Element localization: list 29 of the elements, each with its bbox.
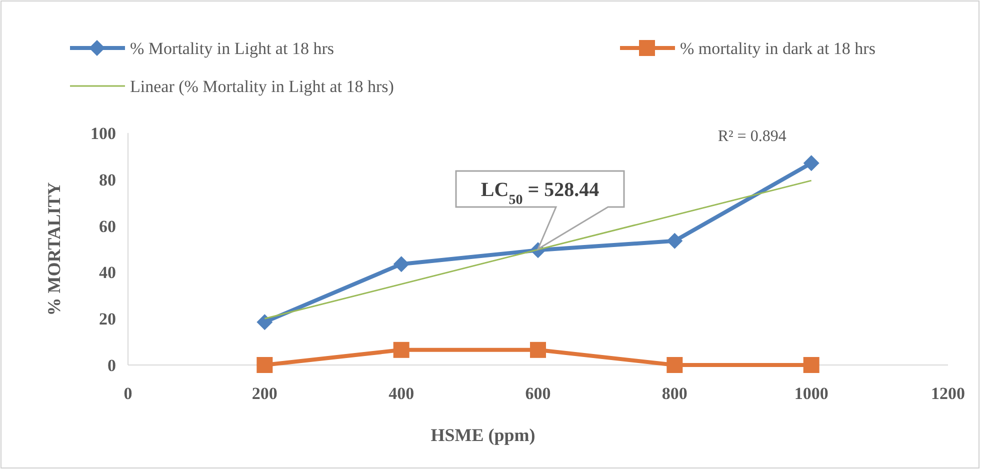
point xyxy=(393,256,410,272)
y-tick-label: 0 xyxy=(108,356,116,375)
x-tick-label: 200 xyxy=(252,384,278,403)
x-tick-label: 1200 xyxy=(931,384,965,403)
y-tick-label: 80 xyxy=(99,170,116,190)
x-axis-title: HSME (ppm) xyxy=(430,425,536,445)
point xyxy=(666,357,683,373)
x-tick-label: 0 xyxy=(124,384,132,403)
point xyxy=(256,314,273,330)
y-axis-title: % MORTALITY xyxy=(44,182,64,316)
x-tick-label: 1000 xyxy=(794,384,828,403)
annotation: LC$_{50}$ = 528.44 xyxy=(480,179,600,208)
legend-label: % Mortality in Light at 18 hrs xyxy=(130,38,334,58)
annotation: R² = 0.894 xyxy=(718,128,786,146)
x-tick-label: 800 xyxy=(662,384,688,403)
legend-label: Linear (% Mortality in Light at 18 hrs) xyxy=(130,76,394,96)
x-tick-label: 600 xyxy=(525,384,551,403)
point xyxy=(803,155,820,172)
point xyxy=(803,357,820,373)
y-tick-label: 40 xyxy=(99,263,116,282)
legend-label: % mortality in dark at 18 hrs xyxy=(680,38,876,58)
y-tick-label: 60 xyxy=(99,216,116,236)
point xyxy=(530,342,546,358)
x-tick-label: 400 xyxy=(388,384,414,403)
point xyxy=(256,357,273,373)
y-tick-label: 20 xyxy=(99,310,116,329)
point xyxy=(393,342,410,358)
y-tick-label: 100 xyxy=(90,124,116,143)
point xyxy=(666,232,683,249)
